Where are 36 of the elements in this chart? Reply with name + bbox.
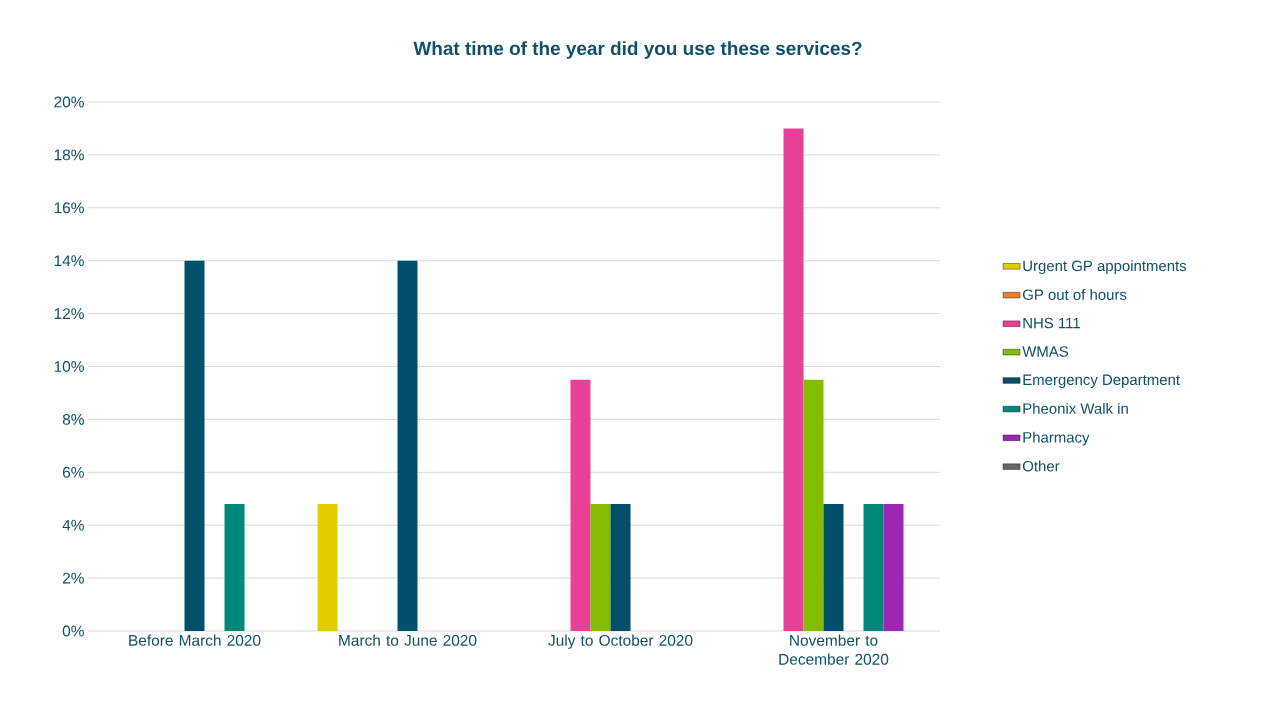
y-tick-label: 10% xyxy=(54,361,84,372)
y-tick-label: 2% xyxy=(62,572,84,584)
bar xyxy=(397,260,418,631)
legend-label: Pharmacy xyxy=(1023,431,1090,446)
y-tick-label: 4% xyxy=(62,519,84,531)
y-tick-label: 0% xyxy=(62,625,84,637)
legend-label: Pheonix Walk in xyxy=(1023,402,1128,414)
bar xyxy=(610,504,631,631)
bar xyxy=(590,504,611,631)
bar xyxy=(224,504,245,631)
bar xyxy=(570,379,591,631)
y-tick-label: 6% xyxy=(62,466,84,478)
legend-label: Emergency Department xyxy=(1023,374,1180,388)
legend-label: Other xyxy=(1022,460,1060,472)
bar xyxy=(863,504,884,631)
x-tick-label: March to June 2020 xyxy=(339,634,477,646)
y-tick-label: 14% xyxy=(54,255,84,267)
bar xyxy=(883,504,904,631)
x-tick-label: Before March 2020 xyxy=(129,634,261,646)
y-tick-label: 12% xyxy=(54,308,84,320)
legend-label: GP out of hours xyxy=(1022,288,1127,300)
y-tick-label: 8% xyxy=(62,413,84,425)
legend-label: WMAS xyxy=(1022,346,1069,357)
chart-title: What time of the year did you use these services? xyxy=(413,41,862,59)
bar xyxy=(803,379,824,631)
bar xyxy=(783,128,804,631)
bar xyxy=(317,504,338,631)
x-tick-label: July to October 2020 xyxy=(548,634,693,649)
y-tick-label: 16% xyxy=(54,202,84,214)
bar xyxy=(823,504,844,631)
y-tick-label: 18% xyxy=(54,149,84,161)
legend-label: Urgent GP appointments xyxy=(1023,260,1187,275)
y-tick-label: 20% xyxy=(54,96,84,108)
legend-label: NHS 111 xyxy=(1023,317,1080,329)
bar xyxy=(184,260,205,631)
x-tick-label: November to December 2020 xyxy=(779,634,889,665)
